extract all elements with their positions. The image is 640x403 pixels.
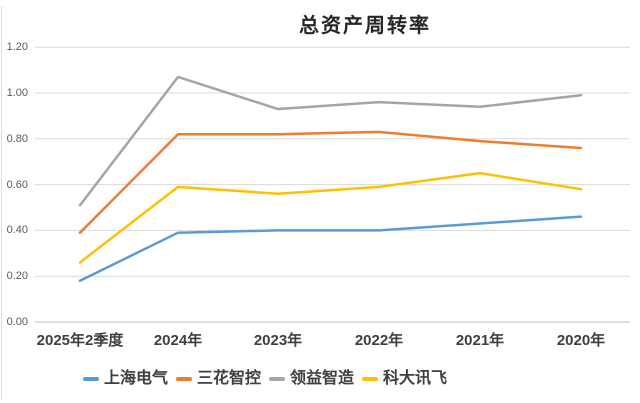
legend-item-2: 领益智造 [269, 369, 354, 389]
legend-item-1: 三花智控 [176, 369, 261, 389]
legend: 上海电气 三花智控 领益智造 科大讯飞 [83, 368, 455, 390]
legend-line-swatch [176, 377, 193, 381]
legend-label: 科大讯飞 [383, 370, 448, 387]
series-line-0 [78, 215, 583, 283]
left-border-line [1, 6, 2, 400]
legend-line-swatch [83, 377, 99, 381]
legend-label: 三花智控 [197, 370, 262, 387]
legend-line-swatch [362, 377, 379, 381]
legend-label: 领益智造 [290, 370, 355, 387]
legend-label: 上海电气 [104, 370, 169, 387]
legend-item-0: 上海电气 [83, 369, 168, 389]
chart-title: 总资产周转率 [299, 15, 431, 37]
legend-line-swatch [269, 377, 286, 381]
legend-item-3: 科大讯飞 [362, 369, 447, 389]
series-line-1 [78, 130, 583, 234]
series-line-3 [78, 171, 583, 264]
series-line-2 [78, 75, 583, 207]
